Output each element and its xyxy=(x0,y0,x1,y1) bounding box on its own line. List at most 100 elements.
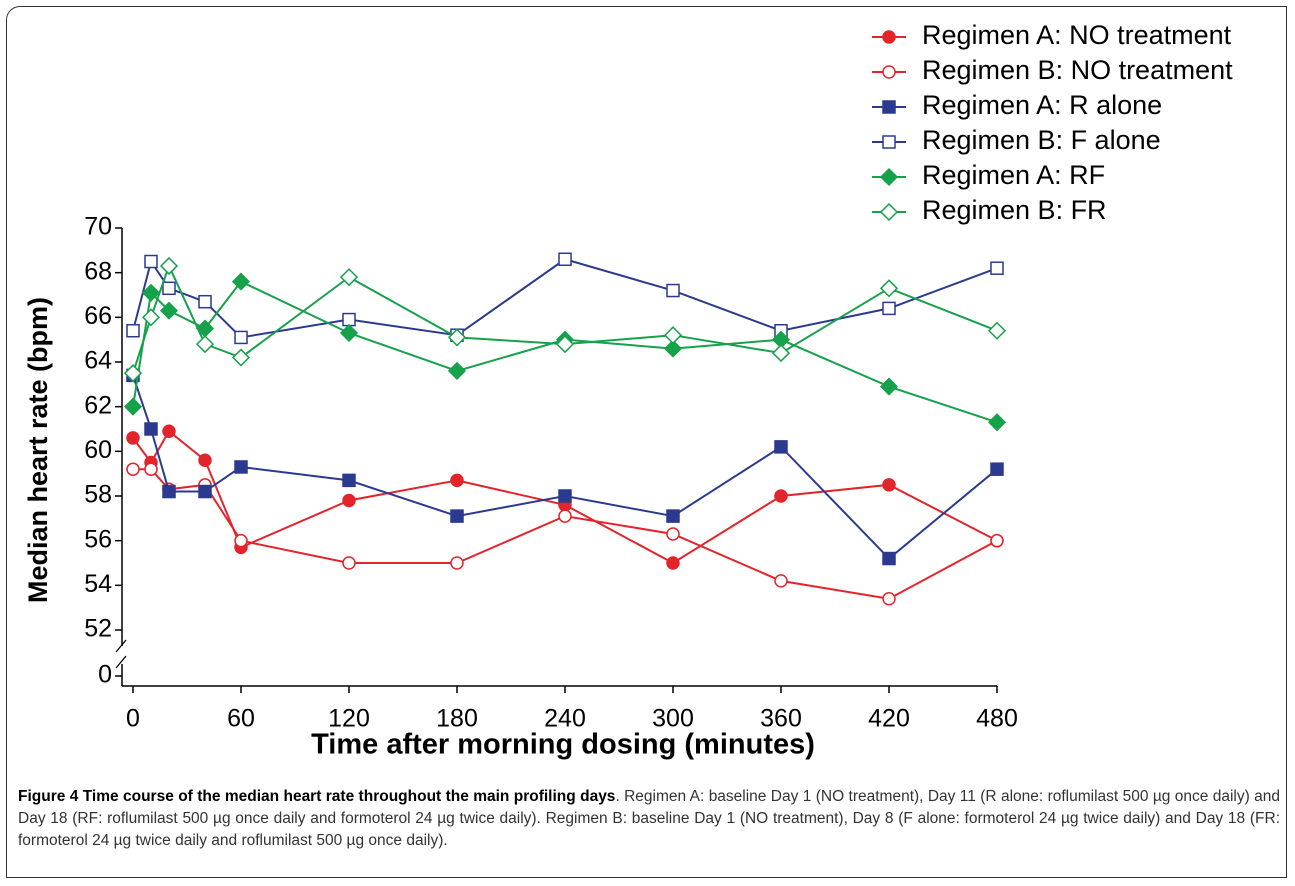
series-line xyxy=(132,263,998,374)
data-point xyxy=(339,323,359,343)
axis-break xyxy=(115,655,127,669)
data-point xyxy=(558,509,572,523)
data-point xyxy=(774,440,788,454)
data-point xyxy=(144,254,158,269)
data-point xyxy=(879,279,899,298)
series-line xyxy=(132,375,998,560)
data-point xyxy=(141,283,161,302)
y-tick-label: 58 xyxy=(84,481,112,509)
legend-label: Regimen A: RF xyxy=(922,160,1105,190)
legend-marker xyxy=(882,65,896,79)
data-point xyxy=(663,326,683,345)
y-tick-label: 66 xyxy=(84,302,112,330)
y-tick-label: 52 xyxy=(84,615,112,643)
data-point xyxy=(162,281,176,296)
legend-label: Regimen A: NO treatment xyxy=(922,20,1232,50)
y-tick-label: 54 xyxy=(84,570,112,598)
y-tick-label: 68 xyxy=(84,257,112,285)
data-point xyxy=(198,484,212,499)
legend-marker xyxy=(879,202,899,222)
data-point xyxy=(342,473,356,488)
x-tick-label: 120 xyxy=(328,705,370,733)
data-point xyxy=(234,460,248,474)
data-point xyxy=(234,330,248,345)
legend-marker xyxy=(882,30,896,44)
y-tick-label: 0 xyxy=(98,661,112,689)
data-point xyxy=(882,551,896,566)
data-point xyxy=(123,364,143,383)
legend-marker xyxy=(879,167,899,187)
legend-marker xyxy=(882,100,896,114)
x-tick-label: 240 xyxy=(544,705,586,733)
data-point xyxy=(666,527,680,541)
data-point xyxy=(234,533,248,548)
data-point xyxy=(666,283,680,298)
data-point xyxy=(990,462,1004,476)
x-tick-label: 60 xyxy=(227,705,255,733)
data-point xyxy=(159,256,179,276)
y-tick-label: 62 xyxy=(84,391,112,419)
y-tick-label: 60 xyxy=(84,436,112,464)
x-tick-label: 300 xyxy=(652,705,694,733)
data-point xyxy=(141,308,161,327)
x-tick-label: 180 xyxy=(436,705,478,733)
y-axis-title: Median heart rate (bpm) xyxy=(23,297,53,603)
data-point xyxy=(159,301,179,320)
axis-break xyxy=(115,639,127,653)
data-point xyxy=(558,252,572,267)
data-point xyxy=(450,473,464,488)
x-tick-label: 480 xyxy=(976,705,1018,733)
data-point xyxy=(990,261,1004,275)
data-point xyxy=(231,348,251,367)
data-point xyxy=(771,344,791,363)
data-point xyxy=(126,431,140,445)
data-point xyxy=(882,301,896,316)
data-point xyxy=(342,556,356,570)
data-point xyxy=(342,312,356,327)
data-point xyxy=(450,509,464,523)
data-point xyxy=(666,509,680,523)
data-point xyxy=(123,397,143,416)
x-tick-label: 360 xyxy=(760,705,802,733)
caption-label: Figure 4 Time course of the median heart… xyxy=(18,788,616,805)
legend-label: Regimen B: F alone xyxy=(922,125,1161,155)
series-line xyxy=(133,468,998,600)
data-point xyxy=(555,335,575,354)
data-point xyxy=(882,478,896,492)
data-point xyxy=(144,462,158,476)
y-tick-label: 64 xyxy=(84,347,112,375)
x-tick-label: 0 xyxy=(126,705,140,733)
data-point xyxy=(879,377,899,396)
data-point xyxy=(339,268,359,287)
y-tick-label: 70 xyxy=(84,213,112,241)
data-point xyxy=(987,413,1007,432)
data-point xyxy=(987,321,1007,340)
data-point xyxy=(162,424,176,438)
series-line xyxy=(132,258,998,339)
data-point xyxy=(126,462,140,476)
legend-label: Regimen B: FR xyxy=(922,195,1107,225)
data-point xyxy=(162,484,176,499)
caption: Figure 4 Time course of the median heart… xyxy=(18,786,1280,852)
data-point xyxy=(558,489,572,503)
legend-label: Regimen A: R alone xyxy=(922,90,1162,120)
data-point xyxy=(198,453,212,468)
data-point xyxy=(447,328,467,347)
data-point xyxy=(882,591,896,606)
legend-label: Regimen B: NO treatment xyxy=(922,55,1233,85)
y-tick-label: 56 xyxy=(84,525,112,553)
x-tick-label: 420 xyxy=(868,705,910,733)
legend-marker xyxy=(882,135,896,149)
data-point xyxy=(126,323,140,338)
data-point xyxy=(666,556,680,570)
data-point xyxy=(195,335,215,354)
data-point xyxy=(990,533,1004,548)
data-point xyxy=(663,339,683,358)
figure-frame xyxy=(6,6,1287,878)
data-point xyxy=(342,493,356,508)
data-point xyxy=(447,361,467,380)
data-point xyxy=(774,489,788,503)
data-point xyxy=(144,422,158,436)
data-point xyxy=(198,294,212,309)
caption-text: . Regimen A: baseline Day 1 (NO treatmen… xyxy=(18,788,1281,849)
